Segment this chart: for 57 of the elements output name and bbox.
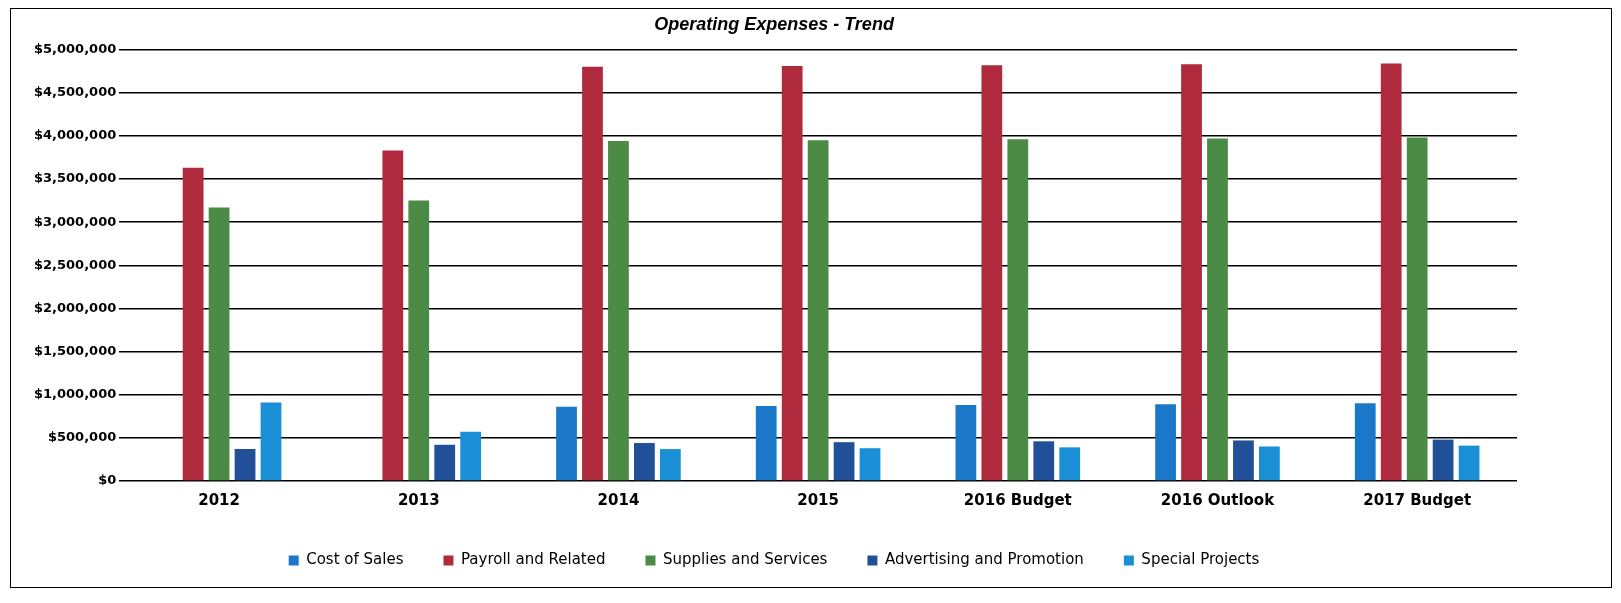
bar	[755, 405, 777, 481]
bar	[582, 66, 603, 481]
bar	[1233, 440, 1254, 481]
legend-label: Payroll and Related	[460, 550, 606, 569]
legend-label: Cost of Sales	[306, 550, 404, 569]
bar	[1033, 441, 1055, 481]
bar	[208, 207, 230, 481]
legend-label: Special Projects	[1141, 550, 1260, 569]
bar	[807, 140, 829, 481]
y-tick-label: $3,000,000	[33, 213, 117, 229]
chart-title: Operating Expenses - Trend	[654, 13, 895, 34]
legend-label: Advertising and Promotion	[884, 550, 1084, 569]
bar	[1458, 445, 1480, 481]
bar	[981, 65, 1003, 481]
y-tick-label: $4,500,000	[33, 84, 117, 100]
x-tick-label: 2016 Budget	[963, 490, 1072, 509]
bar	[955, 405, 977, 481]
bar	[234, 449, 256, 481]
bar	[434, 444, 456, 481]
y-tick-label: $2,500,000	[33, 256, 117, 272]
bar	[182, 167, 204, 481]
bar	[1181, 64, 1202, 481]
bar	[260, 402, 282, 481]
bar	[382, 150, 404, 481]
bar	[1432, 439, 1454, 481]
y-tick-label: $0	[98, 472, 117, 488]
bar	[1155, 404, 1176, 481]
x-tick-label: 2016 Outlook	[1160, 490, 1276, 509]
bar	[1406, 137, 1428, 481]
y-tick-label: $3,500,000	[33, 170, 117, 186]
x-tick-label: 2013	[397, 490, 440, 509]
y-tick-label: $2,000,000	[33, 299, 117, 315]
y-tick-label: $5,000,000	[33, 40, 117, 56]
bar	[1059, 447, 1081, 481]
bar	[1259, 446, 1280, 481]
bar	[1354, 403, 1376, 481]
bar	[1007, 139, 1029, 481]
bar	[833, 442, 855, 481]
y-tick-label: $1,000,000	[33, 386, 117, 402]
y-tick-label: $4,000,000	[33, 127, 117, 143]
bar	[1207, 138, 1228, 481]
legend-label: Supplies and Services	[662, 550, 828, 569]
bar	[634, 443, 655, 481]
bar	[408, 200, 430, 481]
y-tick-label: $1,500,000	[33, 342, 117, 358]
bar	[1380, 63, 1402, 481]
bar	[859, 448, 881, 481]
x-tick-label: 2012	[198, 490, 240, 509]
bar	[608, 141, 629, 481]
x-tick-label: 2017 Budget	[1363, 490, 1472, 509]
x-tick-label: 2014	[597, 490, 640, 509]
bar	[460, 431, 482, 481]
x-tick-label: 2015	[797, 490, 839, 509]
y-tick-label: $500,000	[47, 429, 117, 445]
bar	[659, 449, 681, 481]
bar	[781, 65, 803, 481]
bar	[556, 406, 577, 481]
